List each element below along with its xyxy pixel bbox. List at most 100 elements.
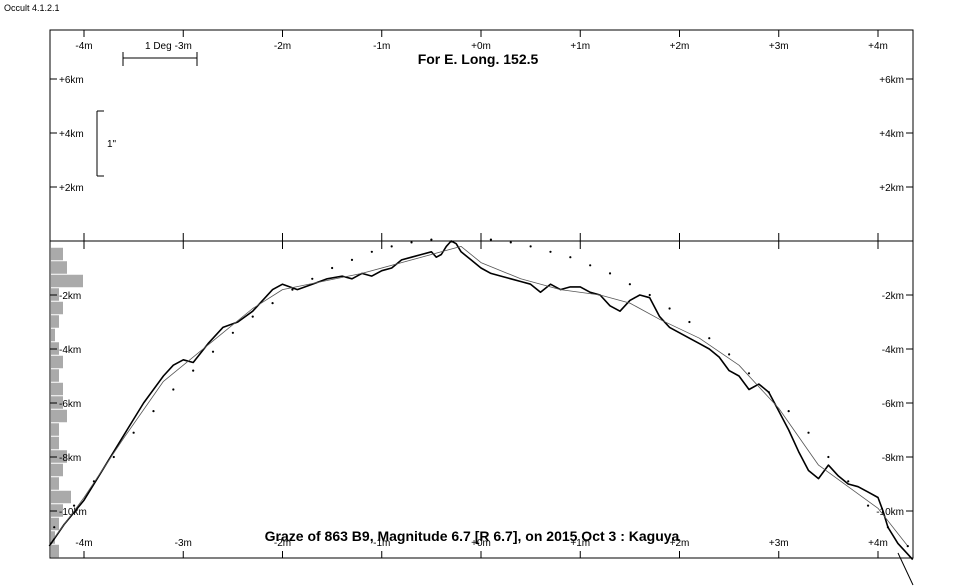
limb-dot (489, 238, 493, 241)
y-tick-label-right: +6km (879, 75, 904, 86)
axis-ticks: -4m -4m -3m -3m -2m -2m -1m -1m +0m +0m +1m +1m +2m +… (50, 30, 913, 558)
limb-dot (72, 504, 76, 507)
y-tick-label-left: +6km (59, 75, 84, 86)
limb-dot (728, 353, 731, 356)
scale-bar-label: 1 Deg (145, 41, 172, 52)
limb-dot (132, 431, 135, 434)
limb-dot (390, 245, 393, 248)
limb-dot (747, 372, 751, 375)
limb-dot (648, 293, 651, 297)
horizontal-scale-bar: 1 Deg (122, 41, 198, 66)
smoothed-profile-line (53, 245, 909, 547)
y-tick-label-left: -8km (59, 453, 81, 464)
limb-dot (211, 350, 215, 353)
limb-dot (807, 431, 810, 434)
limb-dot (350, 258, 354, 261)
y-tick-label-right: +4km (879, 129, 904, 140)
vertical-scale-bar: 1" (96, 110, 117, 177)
x-tick-label-top: +2m (670, 41, 690, 52)
x-tick-label-top: +0m (471, 41, 491, 52)
limb-dot (509, 241, 512, 244)
x-tick-label-bottom: -3m (175, 538, 192, 549)
limb-dot (628, 283, 631, 286)
x-tick-label-top: -2m (274, 41, 291, 52)
histogram-bar (51, 423, 59, 436)
limb-dot (688, 320, 691, 324)
histogram-bar (51, 261, 67, 274)
limb-dot (906, 545, 909, 548)
histogram-bar (51, 463, 63, 477)
x-tick-label-top: -4m (75, 41, 92, 52)
y-tick-label-right: +2km (879, 183, 904, 194)
window-title: Occult 4.1.2.1 (4, 3, 60, 13)
x-tick-label-bottom: -1m (373, 538, 390, 549)
y-tick-label-left: +2km (59, 183, 84, 194)
histogram-bar (51, 315, 59, 328)
limb-dot (866, 504, 870, 507)
y-tick-label-right: -8km (882, 453, 904, 464)
limb-dot (370, 250, 373, 253)
y-tick-label-left: -4km (59, 345, 81, 356)
histogram-bar (51, 382, 63, 396)
y-tick-label-left: -6km (59, 399, 81, 410)
histogram-bar (51, 477, 59, 490)
y-tick-label-right: -4km (882, 345, 904, 356)
limb-dot (112, 455, 115, 459)
limb-dot (92, 480, 96, 483)
limb-dot (708, 337, 711, 340)
x-tick-label-bottom: -2m (274, 538, 291, 549)
limb-dot (311, 277, 314, 280)
limb-dot (549, 250, 552, 253)
limb-dot (608, 272, 612, 275)
limb-dot (886, 526, 890, 529)
x-tick-label-top: -1m (373, 41, 390, 52)
limb-dot (529, 245, 532, 248)
histogram-bar (51, 409, 67, 423)
chart-subtitle: Graze of 863 B9, Magnitude 6.7 [R 6.7], … (265, 528, 680, 544)
limb-dot (668, 307, 671, 310)
histogram-bar (51, 490, 71, 504)
limb-dot (767, 391, 770, 394)
histogram-bar (51, 355, 63, 369)
series-layer (48, 238, 914, 561)
limb-dot (251, 315, 254, 318)
y-tick-label-left: -2km (59, 291, 81, 302)
y-tick-label-right: -10km (876, 507, 904, 518)
x-tick-label-bottom: +2m (670, 538, 690, 549)
histogram-bar (51, 531, 55, 544)
limb-dot (331, 266, 334, 270)
limb-dot (410, 241, 413, 244)
limb-profile-line (48, 240, 914, 561)
histogram-bar (51, 369, 59, 382)
histogram-bar (51, 517, 59, 531)
limb-dot (291, 288, 294, 291)
limb-dot (827, 455, 830, 459)
vscale-bar-label: 1" (107, 139, 117, 150)
x-tick-label-top: +4m (868, 41, 888, 52)
x-tick-label-bottom: +3m (769, 538, 789, 549)
plot-frame (49, 29, 914, 559)
histogram-bar (51, 328, 55, 342)
histogram-bar (51, 450, 67, 463)
limb-dot (53, 526, 56, 529)
y-tick-label-right: -6km (882, 399, 904, 410)
limb-dot (787, 410, 790, 413)
x-tick-label-top: +1m (570, 41, 590, 52)
histogram-bar (51, 301, 63, 315)
limb-dot (847, 480, 850, 483)
histogram-bar (51, 544, 59, 558)
x-tick-label-bottom: -4m (75, 538, 92, 549)
histogram-bar (51, 436, 59, 450)
limb-dot (589, 264, 592, 267)
x-tick-label-top: -3m (175, 41, 192, 52)
limb-dot (192, 369, 195, 372)
pointer-line (897, 552, 914, 586)
histogram-bar (51, 247, 63, 261)
x-tick-label-top: +3m (769, 41, 789, 52)
limb-dot (152, 410, 155, 413)
limb-dot (271, 302, 274, 305)
histogram-bar (51, 274, 83, 288)
x-tick-label-bottom: +1m (570, 538, 590, 549)
histogram (51, 247, 83, 558)
